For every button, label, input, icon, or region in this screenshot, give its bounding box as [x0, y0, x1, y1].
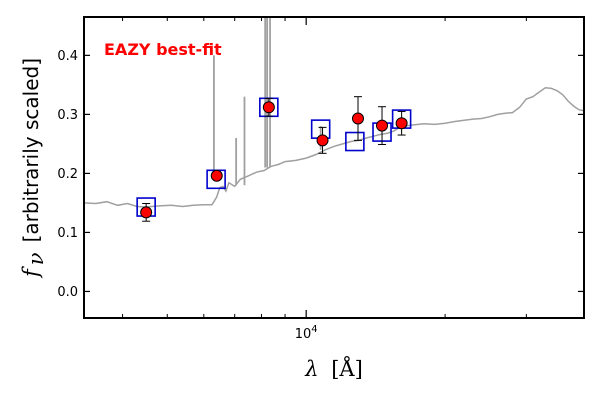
y-axis-text: [arbitrarily scaled] — [19, 58, 43, 242]
observed-point — [395, 117, 408, 130]
marker-layer — [136, 96, 412, 222]
annotation: EAZY best-fit — [104, 40, 222, 59]
x-tick-base: 10 — [295, 327, 312, 342]
x-axis-label: λ [Å] — [304, 356, 363, 381]
observed-point — [376, 119, 389, 132]
template-curve — [84, 87, 584, 208]
tick-layer: 0.0 0.1 0.2 0.3 0.4 104 — [57, 17, 584, 342]
x-axis-symbol: λ — [304, 357, 318, 381]
y-tick-label: 0.1 — [57, 226, 78, 241]
y-axis-subscript: ν — [24, 252, 48, 265]
model-square — [345, 131, 365, 152]
observed-point — [351, 112, 364, 125]
observed-point — [262, 101, 275, 114]
template-layer — [84, 17, 584, 208]
y-tick-label: 0.3 — [57, 108, 78, 123]
y-tick-label: 0.4 — [57, 49, 78, 64]
x-axis-unit: [Å] — [331, 356, 363, 381]
y-axis-label: f ν [arbitrarily scaled] — [19, 58, 48, 279]
y-tick-label: 0.2 — [57, 167, 78, 182]
x-tick-label: 104 — [295, 324, 318, 342]
observed-point — [210, 169, 223, 182]
plot-frame — [83, 16, 585, 319]
observed-point — [140, 206, 153, 219]
y-axis-symbol: f — [19, 266, 43, 279]
observed-point — [316, 134, 329, 147]
y-tick-label: 0.0 — [57, 285, 78, 300]
x-tick-exponent: 4 — [311, 324, 317, 335]
